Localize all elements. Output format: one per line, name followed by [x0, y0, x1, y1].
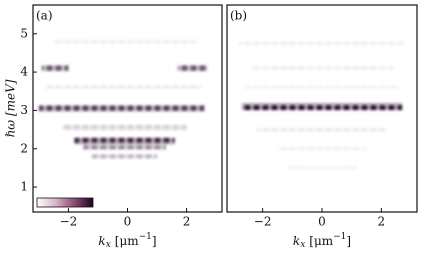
panel-label: (b) [230, 9, 247, 23]
band [177, 65, 208, 72]
band [44, 85, 202, 90]
x-tick-label: 0 [318, 215, 326, 229]
band [74, 137, 175, 145]
band [241, 103, 403, 111]
band [38, 105, 205, 112]
x-tick-label: −2 [254, 215, 272, 229]
y-tick-label: 1 [20, 180, 28, 194]
x-label-subscript: x [106, 240, 111, 250]
x-label-exponent: −1 [139, 232, 152, 242]
x-tick-label: 0 [124, 215, 132, 229]
y-axis-label: ℏω [meV] [4, 79, 18, 137]
x-label-symbol: k [98, 234, 105, 248]
band [41, 65, 69, 72]
band [250, 66, 394, 70]
x-label-exponent: −1 [333, 232, 346, 242]
y-tick-label: 3 [20, 103, 28, 117]
band [286, 166, 358, 170]
y-tick-label: 4 [20, 65, 28, 79]
band [256, 127, 388, 132]
band [92, 154, 158, 159]
y-tick-label: 5 [20, 26, 28, 40]
band [244, 85, 400, 90]
colorbar [36, 197, 94, 208]
x-tick-label: 2 [183, 215, 191, 229]
band [238, 41, 406, 45]
x-axis-label: kx [μm−1] [293, 232, 351, 250]
x-label-unit: [μm [115, 234, 139, 248]
panel-label: (a) [36, 9, 53, 23]
x-label-symbol: k [293, 234, 300, 248]
x-label-close: ] [346, 234, 351, 248]
x-label-unit: [μm [309, 234, 333, 248]
band [83, 144, 166, 150]
x-axis-label: kx [μm−1] [98, 232, 156, 250]
x-label-subscript: x [300, 240, 305, 250]
band [277, 147, 367, 151]
x-tick-label: −2 [60, 215, 78, 229]
band [53, 39, 199, 44]
y-tick-label: 2 [20, 141, 28, 155]
x-label-close: ] [152, 234, 157, 248]
band [62, 125, 187, 130]
x-tick-label: 2 [378, 215, 386, 229]
